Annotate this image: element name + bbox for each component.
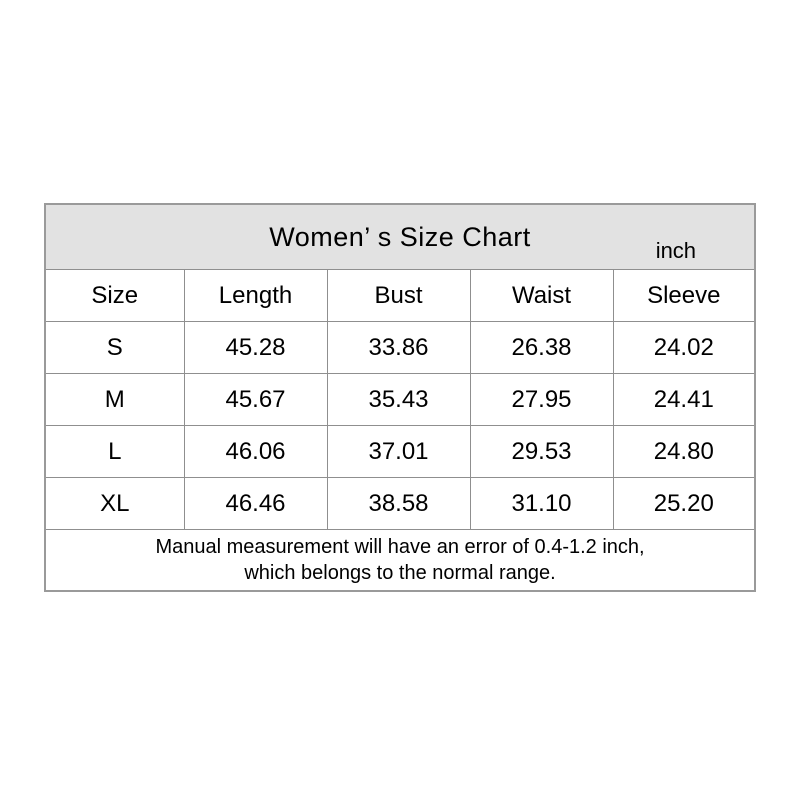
measurement-cell: 31.10	[469, 477, 614, 530]
measurement-cell: 24.80	[612, 425, 756, 478]
table-row-m: M 45.67 35.43 27.95 24.41	[44, 373, 756, 426]
table-row-l: L 46.06 37.01 29.53 24.80	[44, 425, 756, 478]
measurement-cell: 27.95	[469, 373, 614, 426]
header-row: Size Length Bust Waist Sleeve	[44, 269, 756, 322]
title-row: Women’ s Size Chart inch	[44, 203, 756, 270]
column-header-waist: Waist	[469, 269, 614, 322]
row-label: L	[44, 425, 185, 478]
measurement-cell: 45.67	[183, 373, 328, 426]
note-line-2: which belongs to the normal range.	[244, 562, 556, 584]
measurement-cell: 46.46	[183, 477, 328, 530]
measurement-cell: 38.58	[326, 477, 471, 530]
unit-label: inch	[655, 238, 697, 263]
table-row-xl: XL 46.46 38.58 31.10 25.20	[44, 477, 756, 530]
measurement-cell: 24.02	[612, 321, 756, 374]
row-label: M	[44, 373, 185, 426]
measurement-cell: 25.20	[612, 477, 756, 530]
size-chart-table: Women’ s Size Chart inch Size Length Bus…	[44, 203, 757, 592]
row-label: S	[44, 321, 185, 374]
column-header-size: Size	[44, 269, 185, 322]
row-label: XL	[44, 477, 185, 530]
column-header-length: Length	[183, 269, 328, 322]
column-header-bust: Bust	[326, 269, 471, 322]
measurement-cell: 37.01	[326, 425, 471, 478]
note-row: Manual measurement will have an error of…	[44, 529, 756, 592]
chart-title: Women’ s Size Chart	[269, 221, 531, 252]
note-line-1: Manual measurement will have an error of…	[155, 536, 645, 558]
measurement-cell: 46.06	[183, 425, 328, 478]
measurement-cell: 29.53	[469, 425, 614, 478]
note-cell: Manual measurement will have an error of…	[44, 529, 756, 592]
measurement-cell: 26.38	[469, 321, 614, 374]
column-header-sleeve: Sleeve	[612, 269, 756, 322]
measurement-cell: 24.41	[612, 373, 756, 426]
title-cell: Women’ s Size Chart inch	[44, 203, 756, 270]
measurement-cell: 45.28	[183, 321, 328, 374]
table-row-s: S 45.28 33.86 26.38 24.02	[44, 321, 756, 374]
measurement-cell: 33.86	[326, 321, 471, 374]
measurement-cell: 35.43	[326, 373, 471, 426]
